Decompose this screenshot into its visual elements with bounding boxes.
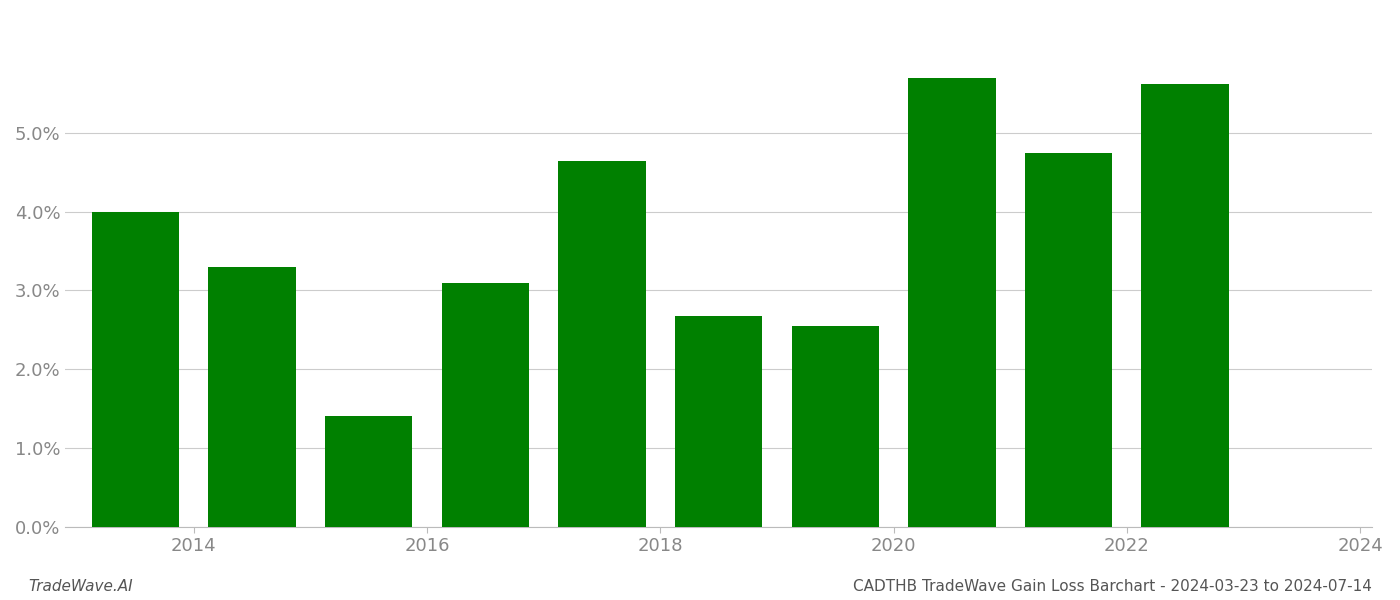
Text: TradeWave.AI: TradeWave.AI <box>28 579 133 594</box>
Bar <box>92 212 179 527</box>
Bar <box>675 316 763 527</box>
Bar <box>791 326 879 527</box>
Bar <box>209 267 295 527</box>
Bar <box>325 416 413 527</box>
Bar <box>559 161 645 527</box>
Bar <box>1025 153 1112 527</box>
Bar <box>909 78 995 527</box>
Bar <box>1141 84 1229 527</box>
Bar <box>441 283 529 527</box>
Text: CADTHB TradeWave Gain Loss Barchart - 2024-03-23 to 2024-07-14: CADTHB TradeWave Gain Loss Barchart - 20… <box>853 579 1372 594</box>
